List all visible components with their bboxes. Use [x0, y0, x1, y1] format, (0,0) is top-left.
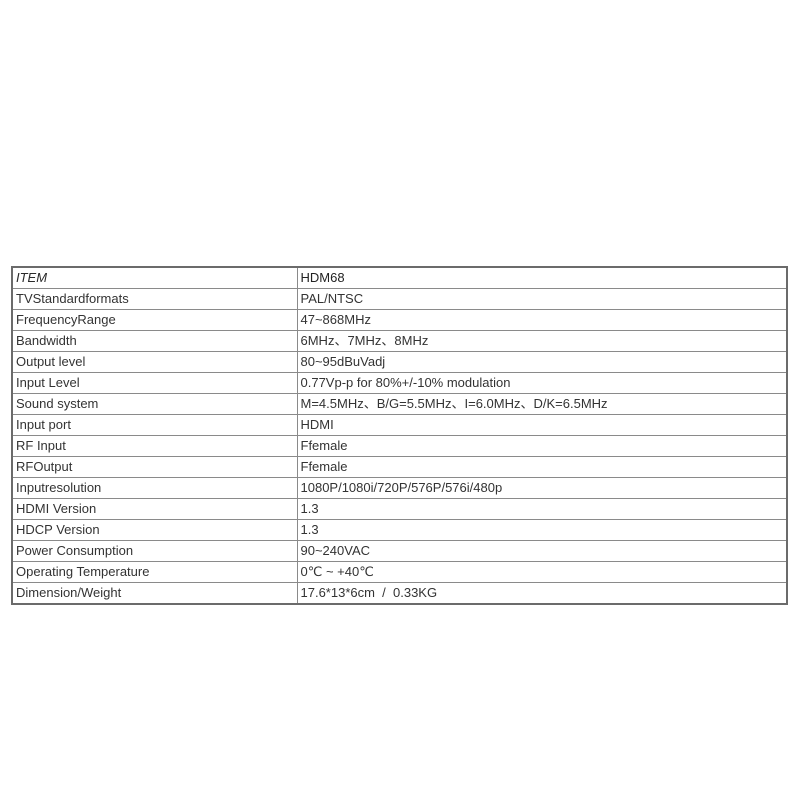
spec-header-row: ITEM HDM68	[11, 266, 788, 289]
spec-row: TVStandardformats PAL/NTSC	[11, 288, 788, 310]
spec-row-value: 0℃ ~ +40℃	[296, 561, 788, 583]
spec-row-label: RF Input	[11, 435, 298, 457]
spec-row-label: Operating Temperature	[11, 561, 298, 583]
spec-row-value: Ffemale	[296, 456, 788, 478]
spec-row-value: HDMI	[296, 414, 788, 436]
spec-row-label: TVStandardformats	[11, 288, 298, 310]
spec-row-label: RFOutput	[11, 456, 298, 478]
spec-row-label: Bandwidth	[11, 330, 298, 352]
spec-row-value: M=4.5MHz、B/G=5.5MHz、I=6.0MHz、D/K=6.5MHz	[296, 393, 788, 415]
spec-row: Dimension/Weight 17.6*13*6cm / 0.33KG	[11, 582, 788, 605]
spec-row-value: Ffemale	[296, 435, 788, 457]
model-column-header: HDM68	[296, 266, 788, 289]
spec-row: FrequencyRange 47~868MHz	[11, 309, 788, 331]
spec-row: Sound system M=4.5MHz、B/G=5.5MHz、I=6.0MH…	[11, 393, 788, 415]
spec-row-label: HDCP Version	[11, 519, 298, 541]
spec-row-label: Sound system	[11, 393, 298, 415]
spec-row: Power Consumption 90~240VAC	[11, 540, 788, 562]
spec-row-value: 1080P/1080i/720P/576P/576i/480p	[296, 477, 788, 499]
spec-row: RFOutput Ffemale	[11, 456, 788, 478]
spec-row: HDCP Version 1.3	[11, 519, 788, 541]
spec-row: Operating Temperature 0℃ ~ +40℃	[11, 561, 788, 583]
spec-row-value: PAL/NTSC	[296, 288, 788, 310]
spec-row-label: Dimension/Weight	[11, 582, 298, 605]
spec-row-value: 17.6*13*6cm / 0.33KG	[296, 582, 788, 605]
spec-row-value: 90~240VAC	[296, 540, 788, 562]
spec-table-body: TVStandardformats PAL/NTSC FrequencyRang…	[11, 288, 788, 605]
spec-row-label: Inputresolution	[11, 477, 298, 499]
spec-row-label: FrequencyRange	[11, 309, 298, 331]
spec-row-value: 0.77Vp-p for 80%+/-10% modulation	[296, 372, 788, 394]
spec-row: Bandwidth 6MHz、7MHz、8MHz	[11, 330, 788, 352]
spec-row-label: HDMI Version	[11, 498, 298, 520]
spec-row-value: 1.3	[296, 498, 788, 520]
spec-row-label: Input port	[11, 414, 298, 436]
spec-row-label: Power Consumption	[11, 540, 298, 562]
spec-table: ITEM HDM68 TVStandardformats PAL/NTSC Fr…	[11, 266, 788, 605]
spec-row: Output level 80~95dBuVadj	[11, 351, 788, 373]
spec-row-value: 6MHz、7MHz、8MHz	[296, 330, 788, 352]
spec-row: HDMI Version 1.3	[11, 498, 788, 520]
spec-row-label: Input Level	[11, 372, 298, 394]
spec-row: Input port HDMI	[11, 414, 788, 436]
spec-row: Input Level 0.77Vp-p for 80%+/-10% modul…	[11, 372, 788, 394]
spec-row-value: 80~95dBuVadj	[296, 351, 788, 373]
spec-row-value: 47~868MHz	[296, 309, 788, 331]
spec-row: Inputresolution 1080P/1080i/720P/576P/57…	[11, 477, 788, 499]
spec-row-label: Output level	[11, 351, 298, 373]
item-column-header: ITEM	[11, 266, 298, 289]
spec-row-value: 1.3	[296, 519, 788, 541]
spec-row: RF Input Ffemale	[11, 435, 788, 457]
